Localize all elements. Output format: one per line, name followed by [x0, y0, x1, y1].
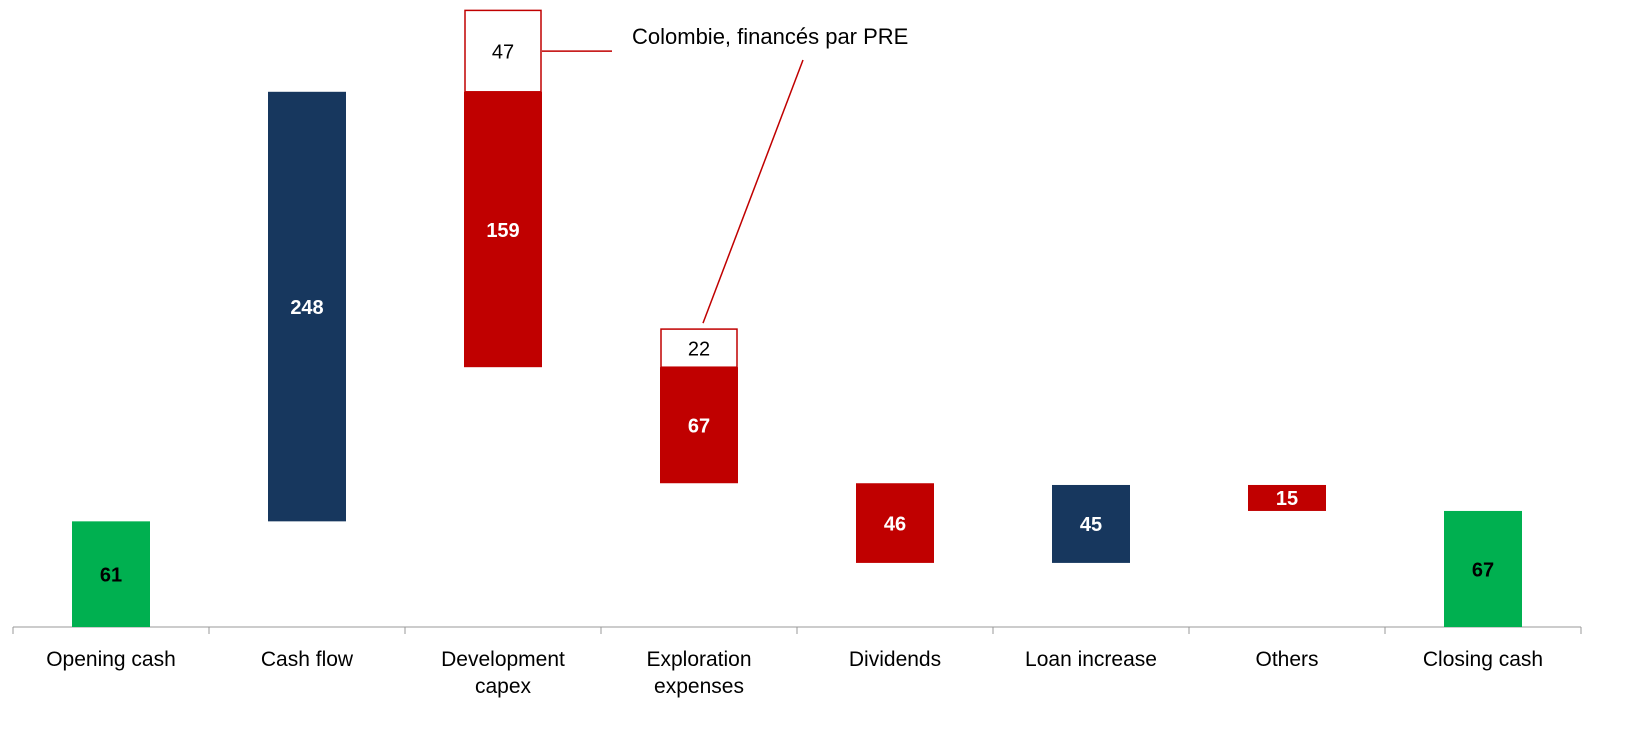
bar	[72, 521, 150, 627]
x-tick-label: Others	[1255, 648, 1319, 671]
value-label: 67	[1472, 559, 1494, 581]
x-tick-label: Dividends	[848, 648, 942, 671]
x-tick-label: Exploration expenses	[646, 648, 752, 698]
annotation-line	[702, 59, 804, 324]
bar	[1248, 484, 1326, 511]
bar	[464, 91, 542, 368]
funded-box	[464, 9, 542, 93]
value-label: 61	[100, 564, 122, 586]
funded-box	[660, 328, 738, 368]
funded-label: 47	[492, 41, 514, 63]
value-label: 248	[290, 297, 323, 319]
value-label: 46	[884, 513, 906, 535]
x-tick-label: Closing cash	[1422, 648, 1544, 671]
bar	[660, 367, 738, 484]
bar	[1444, 510, 1522, 627]
value-label: 159	[486, 220, 519, 242]
annotation: Colombie, financés par PRE	[632, 24, 908, 49]
x-tick-label: Development capex	[441, 648, 565, 698]
bar	[268, 91, 346, 522]
value-label: 67	[688, 415, 710, 437]
value-label: 15	[1276, 488, 1298, 510]
bar	[1052, 484, 1130, 563]
funded-label: 22	[688, 338, 710, 360]
bar	[856, 483, 934, 563]
value-label: 45	[1080, 514, 1102, 536]
x-tick-label: Cash flow	[260, 648, 354, 671]
x-tick-label: Loan increase	[1025, 648, 1157, 671]
x-tick-label: Opening cash	[46, 648, 176, 671]
